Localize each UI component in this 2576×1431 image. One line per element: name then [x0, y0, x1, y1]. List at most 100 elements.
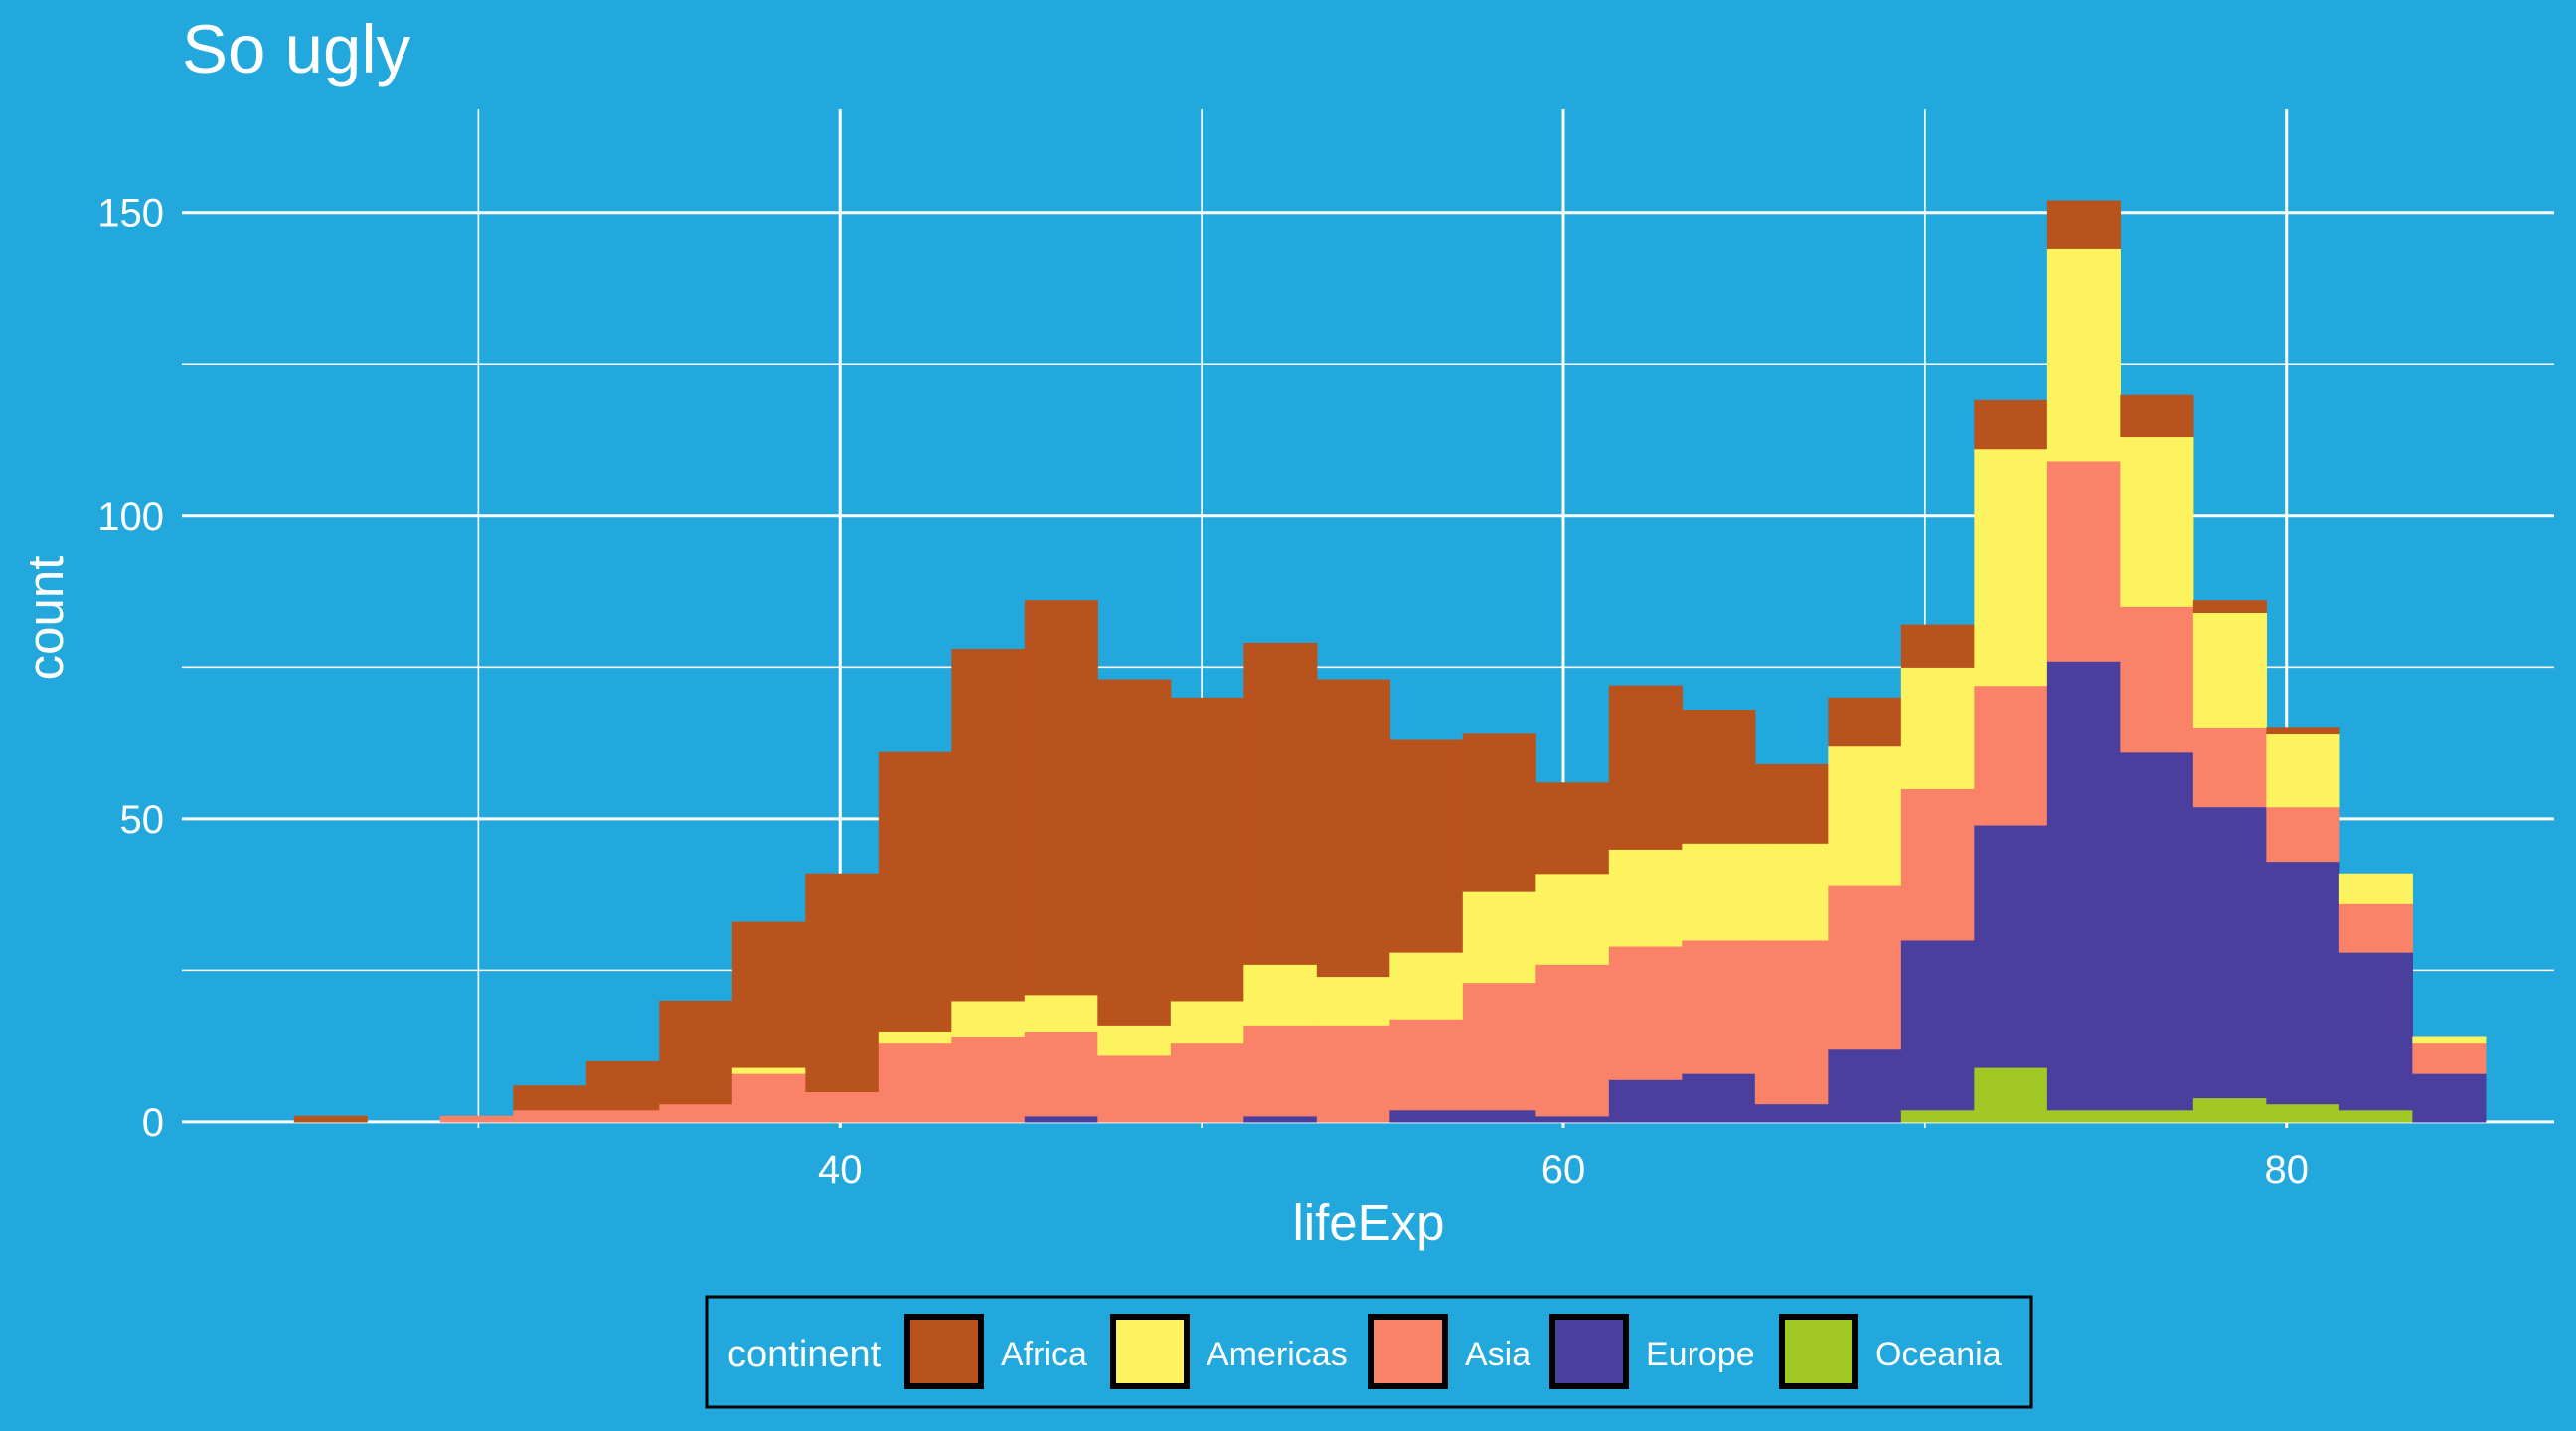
bar-asia: [878, 1042, 952, 1123]
bar-asia: [805, 1091, 880, 1123]
legend-swatch: [1549, 1314, 1629, 1389]
legend-item-asia: Asia: [1368, 1314, 1530, 1389]
bar-asia: [1024, 1031, 1098, 1117]
bar-americas: [1682, 843, 1756, 941]
x-tick-label: 60: [1541, 1148, 1586, 1192]
bar-africa: [659, 1000, 733, 1105]
bar-oceania: [2120, 1109, 2194, 1123]
bar-americas: [1608, 849, 1683, 947]
legend-title: continent: [727, 1334, 882, 1375]
y-axis-title: count: [17, 556, 74, 681]
legend-item-americas: Americas: [1110, 1314, 1348, 1389]
legend-item-africa: Africa: [904, 1314, 1087, 1389]
bar-africa: [2046, 200, 2121, 249]
bar-oceania: [1900, 1109, 1975, 1123]
bar-oceania: [2338, 1109, 2413, 1123]
bar-asia: [1097, 1054, 1172, 1123]
bar-asia: [513, 1109, 587, 1123]
bar-africa: [1535, 782, 1610, 874]
bar-africa: [1170, 697, 1244, 1002]
bar-asia: [1462, 982, 1536, 1111]
legend: continent Africa Americas Asia Europe Oceani…: [705, 1295, 2033, 1409]
y-tick-label: 0: [142, 1101, 164, 1145]
y-axis-ticks: 0 50 100 150: [97, 192, 164, 1145]
bar-africa: [1608, 685, 1683, 850]
bar-asia: [1389, 1019, 1464, 1111]
bar-asia: [1608, 945, 1683, 1080]
bar-americas: [1316, 976, 1390, 1026]
bar-asia: [731, 1073, 806, 1123]
x-tick-label: 40: [818, 1148, 863, 1192]
bar-africa: [1828, 697, 1902, 747]
x-axis-title: lifeExp: [1292, 1194, 1444, 1251]
bar-asia: [1974, 685, 2048, 826]
bar-asia: [1754, 939, 1829, 1105]
bar-africa: [1316, 679, 1390, 978]
bar-asia: [659, 1103, 733, 1123]
bar-europe: [2266, 861, 2340, 1105]
bar-africa: [2120, 394, 2194, 438]
bar-asia: [2412, 1042, 2487, 1074]
bar-africa: [731, 921, 806, 1068]
legend-label: Africa: [1001, 1336, 1087, 1373]
x-tick-label: 80: [2264, 1148, 2309, 1192]
bar-oceania: [2046, 1109, 2121, 1123]
bar-europe: [2338, 952, 2413, 1111]
bar-asia: [951, 1036, 1026, 1123]
bar-americas: [1097, 1025, 1172, 1056]
bar-africa: [1024, 600, 1098, 996]
chart-title: So ugly: [182, 11, 411, 87]
y-tick-label: 100: [97, 495, 164, 539]
bar-africa: [585, 1060, 660, 1111]
bar-europe: [2192, 806, 2267, 1099]
bar-asia: [1316, 1025, 1390, 1123]
bar-asia: [585, 1109, 660, 1123]
y-tick-label: 150: [97, 192, 164, 236]
legend-label: Oceania: [1875, 1336, 2002, 1373]
legend-swatch: [904, 1314, 984, 1389]
bar-oceania: [2192, 1097, 2267, 1123]
bars: [293, 200, 2487, 1123]
bar-africa: [1974, 399, 2048, 450]
bar-africa: [1097, 679, 1172, 1026]
bar-asia: [2192, 727, 2267, 808]
bar-americas: [1828, 745, 1902, 886]
bar-americas: [1462, 891, 1536, 984]
bar-africa: [951, 649, 1026, 1002]
bar-europe: [1754, 1103, 1829, 1123]
legend-label: Asia: [1465, 1336, 1530, 1373]
bar-asia: [2266, 806, 2340, 863]
bar-americas: [1535, 873, 1610, 965]
bar-africa: [513, 1085, 587, 1111]
bar-europe: [1535, 1115, 1610, 1123]
bar-europe: [1974, 824, 2048, 1068]
bar-asia: [1170, 1042, 1244, 1123]
bar-asia: [2120, 606, 2194, 753]
bar-asia: [1900, 788, 1975, 941]
bar-americas: [2412, 1036, 2487, 1044]
bar-americas: [1900, 667, 1975, 789]
bar-europe: [1608, 1079, 1683, 1123]
bar-africa: [805, 873, 880, 1092]
bar-africa: [1754, 763, 1829, 844]
legend-item-oceania: Oceania: [1779, 1314, 2002, 1389]
bar-americas: [1974, 448, 2048, 687]
bar-americas: [878, 1031, 952, 1044]
bar-americas: [1243, 964, 1318, 1026]
bar-africa: [1389, 739, 1464, 953]
bar-asia: [1828, 884, 1902, 1050]
bar-europe: [1682, 1073, 1756, 1123]
x-axis-ticks: 40 60 80: [818, 1148, 2309, 1192]
bar-americas: [951, 1000, 1026, 1038]
bar-americas: [2046, 248, 2121, 462]
bar-oceania: [1974, 1066, 2048, 1123]
bar-africa: [2192, 600, 2267, 613]
bar-asia: [1243, 1025, 1318, 1117]
bar-africa: [2266, 727, 2340, 735]
y-tick-label: 50: [120, 798, 165, 842]
bar-oceania: [2266, 1103, 2340, 1123]
bar-asia: [1682, 939, 1756, 1074]
bar-africa: [1682, 710, 1756, 844]
legend-label: Europe: [1646, 1336, 1755, 1373]
